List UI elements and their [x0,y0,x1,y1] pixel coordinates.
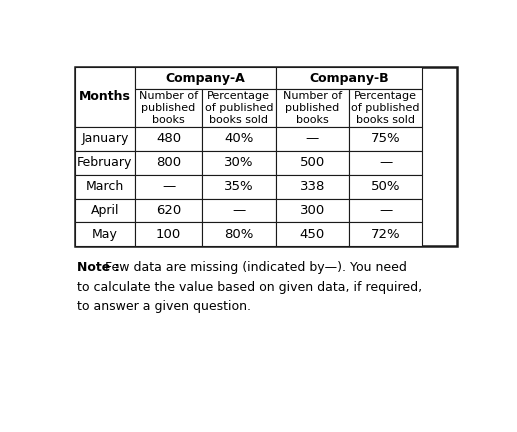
Bar [349,151,422,175]
Bar [276,89,349,127]
Text: March: March [86,180,124,193]
Bar [135,151,202,175]
Text: Few data are missing (indicated by—). You need: Few data are missing (indicated by—). Yo… [105,261,407,274]
Text: April: April [90,204,119,217]
Bar [202,127,276,151]
Text: 35%: 35% [224,180,254,193]
Text: —: — [162,180,175,193]
Text: Company-B: Company-B [309,72,389,85]
Bar [276,127,349,151]
Bar [74,175,135,199]
Text: 800: 800 [156,156,181,169]
Text: 620: 620 [156,204,181,217]
Text: 80%: 80% [224,228,253,241]
Text: to calculate the value based on given data, if required,: to calculate the value based on given da… [77,281,422,294]
Text: 50%: 50% [371,180,401,193]
Text: 30%: 30% [224,156,253,169]
Bar [74,127,135,151]
Bar [349,199,422,222]
Text: 480: 480 [156,132,181,145]
Text: Number of
published
books: Number of published books [283,92,342,125]
Bar [276,222,349,246]
Text: Percentage
of published
books sold: Percentage of published books sold [205,92,273,125]
Text: Number of
published
books: Number of published books [139,92,198,125]
Bar [202,222,276,246]
Text: January: January [81,132,129,145]
Text: 75%: 75% [371,132,401,145]
Text: Percentage
of published
books sold: Percentage of published books sold [352,92,420,125]
Text: —: — [306,132,319,145]
Text: 72%: 72% [371,228,401,241]
Bar [74,151,135,175]
Bar [74,199,135,222]
Bar [276,175,349,199]
Bar [74,67,135,127]
Bar [135,222,202,246]
Bar [202,199,276,222]
Text: 300: 300 [300,204,325,217]
Text: Company-A: Company-A [165,72,245,85]
Text: —: — [379,156,392,169]
Bar [349,89,422,127]
Bar [135,175,202,199]
Bar [135,67,276,89]
Bar [349,175,422,199]
Text: 100: 100 [156,228,181,241]
Bar [276,199,349,222]
Bar [74,67,458,246]
Text: —: — [379,204,392,217]
Bar [202,89,276,127]
Bar [202,151,276,175]
Text: 450: 450 [300,228,325,241]
Bar [135,127,202,151]
Text: 500: 500 [300,156,325,169]
Bar [276,67,422,89]
Bar [276,151,349,175]
Text: 338: 338 [299,180,325,193]
Bar [135,199,202,222]
Text: 40%: 40% [224,132,253,145]
Bar [74,222,135,246]
Text: February: February [77,156,132,169]
Text: —: — [232,204,246,217]
Text: to answer a given question.: to answer a given question. [77,300,251,313]
Bar [349,222,422,246]
Bar [202,175,276,199]
Text: Note :: Note : [77,261,119,274]
Bar [349,127,422,151]
Bar [135,89,202,127]
Text: May: May [92,228,118,241]
Text: Months: Months [79,90,131,103]
